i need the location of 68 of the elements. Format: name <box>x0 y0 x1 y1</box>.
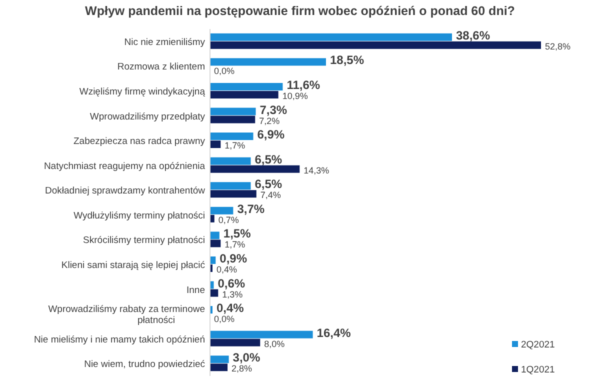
data-label: 3,0% <box>232 350 260 365</box>
data-label: 52,8% <box>545 41 571 52</box>
bar <box>210 116 256 124</box>
data-label: 10,9% <box>282 90 308 101</box>
y-tick-label: Nie mieliśmy i nie mamy takich opóźnień <box>34 334 205 346</box>
y-tick-label: Wydłużyliśmy terminy płatności <box>74 210 205 222</box>
data-label: 7,4% <box>260 190 281 200</box>
bar <box>210 330 313 338</box>
bar <box>210 82 283 90</box>
bar <box>210 338 260 346</box>
data-label: 0,0% <box>214 66 235 76</box>
bar <box>210 165 300 173</box>
data-label: 1,5% <box>223 226 252 241</box>
data-label: 0,7% <box>218 214 239 225</box>
data-label: 16,4% <box>316 326 352 340</box>
y-tick-label: Zabezpiecza nas radca prawny <box>74 136 206 148</box>
y-tick-label: Rozmowa z klientem <box>117 62 206 73</box>
data-label: 11,6% <box>286 78 320 92</box>
data-label: 1,3% <box>222 289 243 300</box>
bar <box>210 41 541 49</box>
data-label: 2,8% <box>232 364 252 374</box>
bar <box>210 206 234 214</box>
legend-label: 1Q2021 <box>521 364 555 376</box>
data-label: 1,7% <box>224 140 246 151</box>
y-tick-label: Wzięliśmy firmę windykacyjną <box>79 86 206 98</box>
data-label: 6,5% <box>254 177 282 192</box>
bar <box>210 240 221 248</box>
data-label: 0,4% <box>216 264 238 274</box>
y-tick-label: Dokładniej sprawdzamy kontrahentów <box>45 186 206 197</box>
y-tick-label: Nic nie zmieniliśmy <box>124 36 206 48</box>
bar <box>210 90 278 98</box>
bar <box>210 132 254 140</box>
data-label: 18,5% <box>330 53 364 68</box>
bar <box>210 108 256 116</box>
bar <box>210 214 214 222</box>
data-label: 0,6% <box>218 276 246 290</box>
data-label: 8,0% <box>264 338 285 349</box>
bar <box>210 289 218 297</box>
bar <box>210 140 221 148</box>
data-label: 0,0% <box>214 314 235 324</box>
data-label: 6,5% <box>254 152 282 166</box>
legend-label: 2Q2021 <box>521 340 555 350</box>
bar <box>210 33 452 41</box>
data-label: 38,6% <box>456 28 490 42</box>
bar <box>210 58 326 66</box>
bar <box>210 182 251 190</box>
data-label: 1,7% <box>224 240 246 250</box>
bar <box>210 281 214 289</box>
bar <box>210 157 251 165</box>
data-label: 0,4% <box>216 301 244 316</box>
bar <box>210 364 228 372</box>
data-label: 7,3% <box>260 102 288 117</box>
bar <box>210 190 256 198</box>
chart-title: Wpływ pandemii na postępowanie firm wobec opóźnień o ponad 60 dni? <box>85 4 515 18</box>
bar <box>210 232 220 240</box>
y-tick-label: Natychmiast reagujemy na opóźnienia <box>44 160 206 172</box>
bar <box>210 356 229 364</box>
y-tick-label: Nie wiem, trudno powiedzieć <box>84 359 206 370</box>
data-label: 0,9% <box>220 251 248 266</box>
data-label: 3,7% <box>237 202 265 216</box>
y-tick-label: Skróciliśmy terminy płatności <box>83 235 205 246</box>
data-label: 7,2% <box>259 116 280 126</box>
y-tick-label: Inne <box>186 284 205 296</box>
y-tick-label: Wprowadziliśmy przedpłaty <box>90 111 206 122</box>
y-tick-label: Klieni sami starają się lepiej płacić <box>61 260 206 271</box>
data-label: 6,9% <box>257 128 285 142</box>
y-tick-label: Wprowadziliśmy rabaty za terminowe płatności <box>48 304 205 326</box>
data-label: 14,3% <box>304 165 330 176</box>
